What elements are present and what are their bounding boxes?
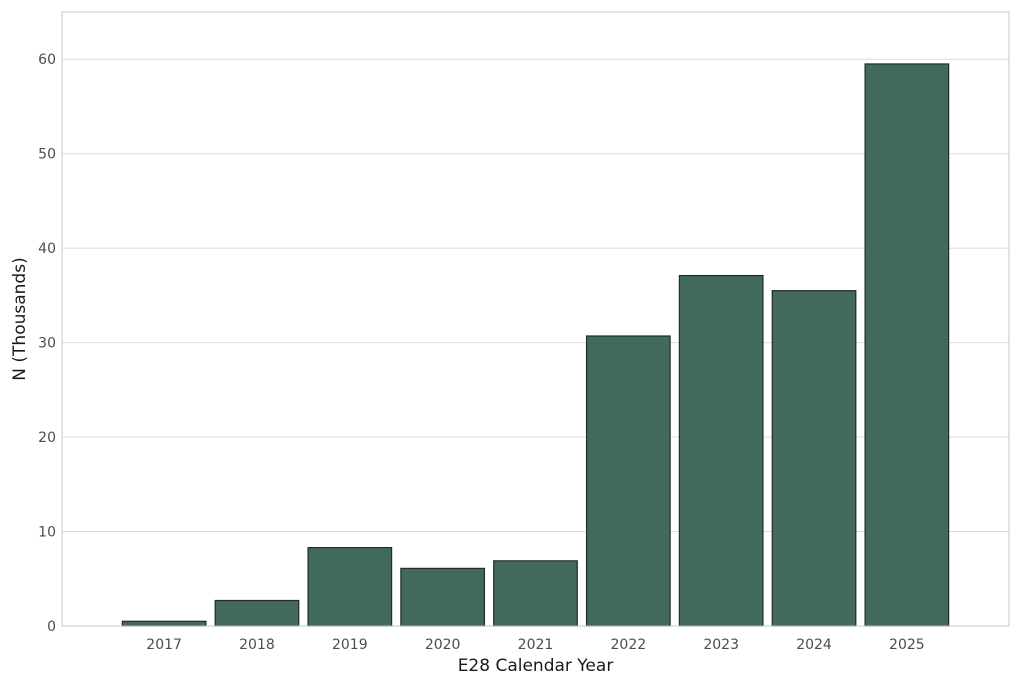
x-tick-label: 2022: [611, 637, 647, 653]
x-axis-ticks: 2017 2018 2019 2020 2021 2022 2023 2024 2025: [146, 637, 924, 653]
y-tick-label: 30: [38, 336, 56, 352]
x-tick-label: 2021: [518, 637, 554, 653]
bar-2023: [678, 274, 764, 627]
bar-2018: [214, 599, 300, 627]
bars: [121, 63, 950, 627]
y-axis-ticks: 0 10 20 30 40 50 60: [38, 52, 56, 635]
bar-2022: [585, 335, 671, 627]
x-axis-title: E28 Calendar Year: [458, 656, 614, 676]
bar-2025: [864, 63, 950, 627]
x-tick-label: 2025: [889, 637, 925, 653]
y-tick-label: 20: [38, 430, 56, 446]
y-tick-label: 50: [38, 147, 56, 163]
x-tick-label: 2019: [332, 637, 368, 653]
bar-2019: [307, 546, 393, 627]
x-tick-label: 2020: [425, 637, 461, 653]
x-tick-label: 2017: [146, 637, 182, 653]
y-axis-title: N (Thousands): [10, 257, 30, 380]
x-tick-label: 2023: [703, 637, 739, 653]
bar-2017: [121, 620, 207, 627]
y-tick-label: 60: [38, 52, 56, 68]
x-tick-label: 2024: [796, 637, 832, 653]
gridlines: [62, 58, 1009, 627]
x-tick-label: 2018: [239, 637, 275, 653]
y-tick-label: 10: [38, 525, 56, 541]
bar-2021: [493, 560, 578, 627]
y-tick-label: 40: [38, 241, 56, 257]
bar-2020: [400, 567, 486, 627]
plot-panel-border: [61, 11, 1010, 627]
y-tick-label: 0: [47, 619, 56, 635]
bar-2024: [771, 290, 857, 627]
